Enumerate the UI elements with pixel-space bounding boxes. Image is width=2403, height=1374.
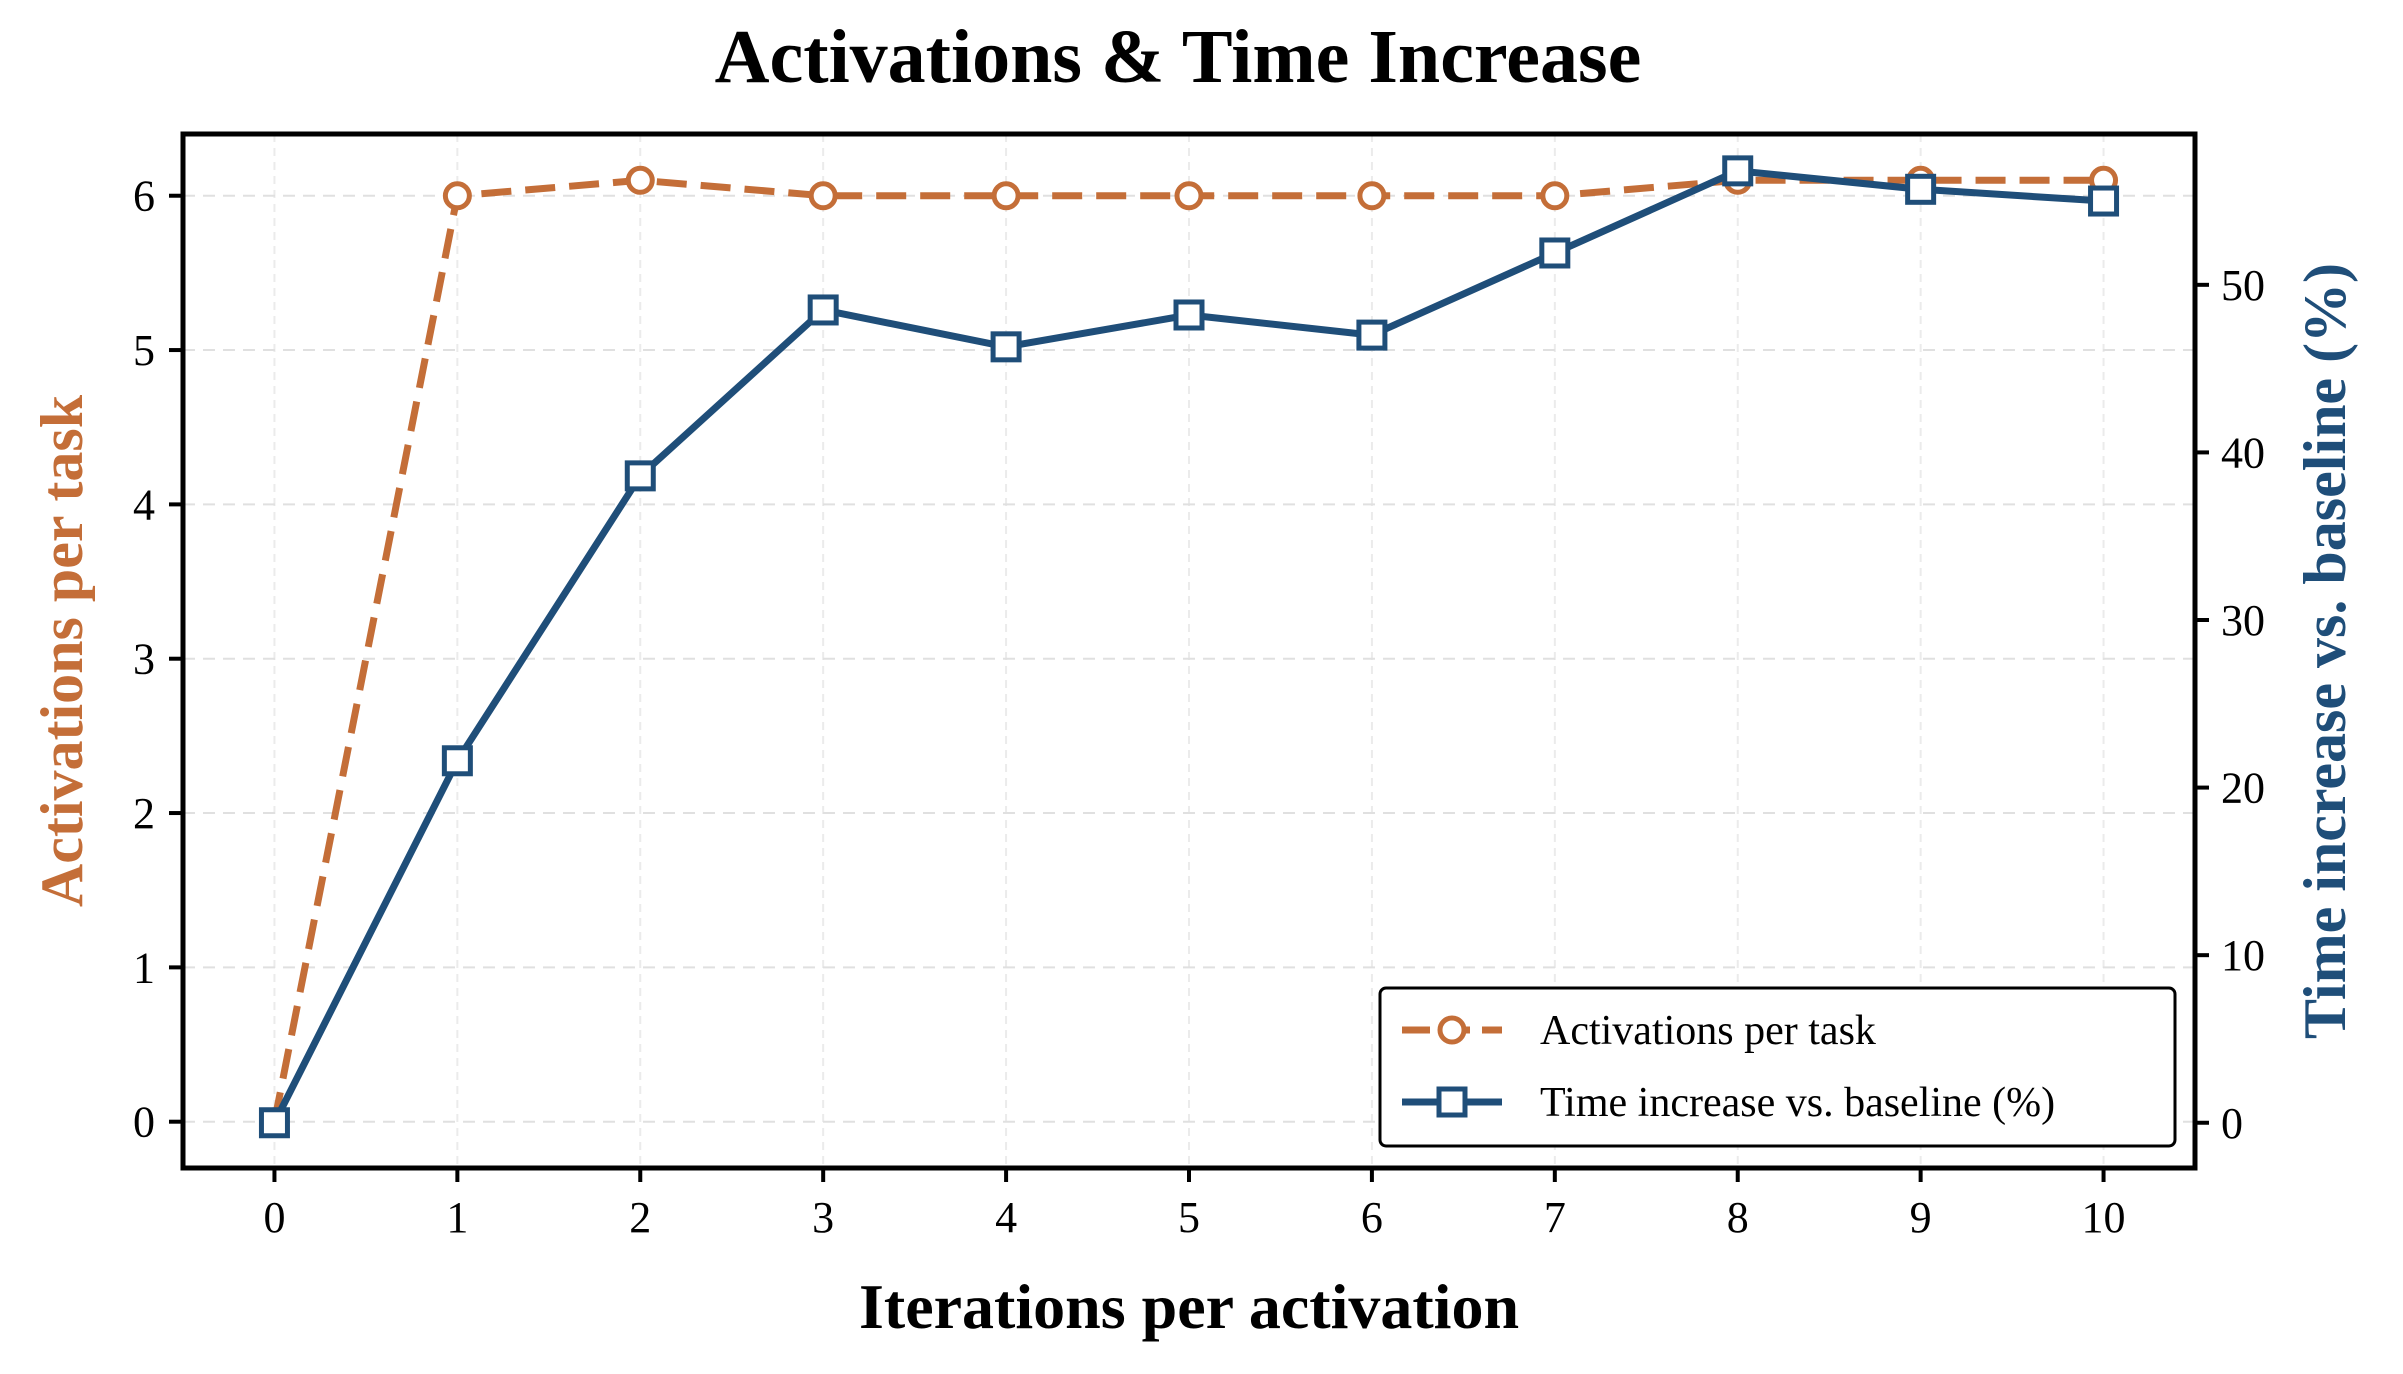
series-2-point — [1173, 299, 1205, 331]
series-2-point — [1722, 155, 1754, 187]
y-right-tick-label: 10 — [2221, 931, 2265, 980]
x-tick-label: 8 — [1727, 1193, 1749, 1242]
y-left-tick-label: 6 — [133, 172, 155, 221]
y-left-tick-label: 3 — [133, 635, 155, 684]
legend-marker-1 — [1437, 1015, 1467, 1045]
y-axis-left-label: Activations per task — [29, 394, 95, 907]
x-tick-label: 2 — [629, 1193, 651, 1242]
x-tick-label: 6 — [1361, 1193, 1383, 1242]
y-left-tick-label: 2 — [133, 789, 155, 838]
x-axis-label: Iterations per activation — [859, 1271, 1519, 1342]
series-2-point — [624, 460, 656, 492]
y-left-tick-label: 5 — [133, 326, 155, 375]
series-2-point — [441, 745, 473, 777]
series-2-point — [258, 1107, 290, 1139]
x-tick-label: 7 — [1544, 1193, 1566, 1242]
series-1-point — [442, 181, 472, 211]
legend-marker-2 — [1436, 1086, 1468, 1118]
series-2-point — [2088, 185, 2120, 217]
y-right-tick-label: 0 — [2221, 1099, 2243, 1148]
y-right-tick-label: 20 — [2221, 764, 2265, 813]
y-right-tick-label: 40 — [2221, 428, 2265, 477]
x-tick-label: 4 — [995, 1193, 1017, 1242]
series-1-point — [1540, 181, 1570, 211]
y-right-tick-label: 50 — [2221, 261, 2265, 310]
y-axis-right-label: Time increase vs. baseline (%) — [2292, 263, 2358, 1039]
series-1-point — [1357, 181, 1387, 211]
x-tick-label: 5 — [1178, 1193, 1200, 1242]
legend-box — [1378, 986, 2177, 1148]
x-axis: 0 1 2 3 4 5 6 7 8 9 10 — [263, 1168, 2126, 1242]
y-axis-left: 0 1 2 3 4 5 6 — [133, 172, 183, 1147]
legend-label-1: Activations per task — [1540, 1008, 1876, 1054]
chart-title: Activations & Time Increase — [715, 15, 1642, 99]
series-2-point — [807, 294, 839, 326]
series-layer — [258, 155, 2120, 1139]
x-tick-label: 0 — [263, 1193, 285, 1242]
x-tick-label: 3 — [812, 1193, 834, 1242]
series-2-point — [990, 331, 1022, 363]
x-tick-label: 10 — [2082, 1193, 2126, 1242]
series-2-point — [1905, 173, 1937, 205]
y-axis-right: 0 10 20 30 40 50 — [2195, 261, 2265, 1148]
y-left-tick-label: 4 — [133, 480, 155, 529]
x-tick-label: 9 — [1910, 1193, 1932, 1242]
x-tick-label: 1 — [446, 1193, 468, 1242]
series-2-point — [1356, 319, 1388, 351]
series-2-point — [1539, 237, 1571, 269]
series-1-point — [625, 165, 655, 195]
y-left-tick-label: 1 — [133, 943, 155, 992]
y-left-tick-label: 0 — [133, 1098, 155, 1147]
y-right-tick-label: 30 — [2221, 596, 2265, 645]
series-1-point — [808, 181, 838, 211]
series-1-point — [991, 181, 1021, 211]
legend-entries: Activations per task Time increase vs. ba… — [1402, 1008, 2055, 1126]
legend-label-2: Time increase vs. baseline (%) — [1540, 1080, 2055, 1126]
legend: Activations per task Time increase vs. ba… — [1378, 986, 2177, 1148]
series-1-point — [1174, 181, 1204, 211]
